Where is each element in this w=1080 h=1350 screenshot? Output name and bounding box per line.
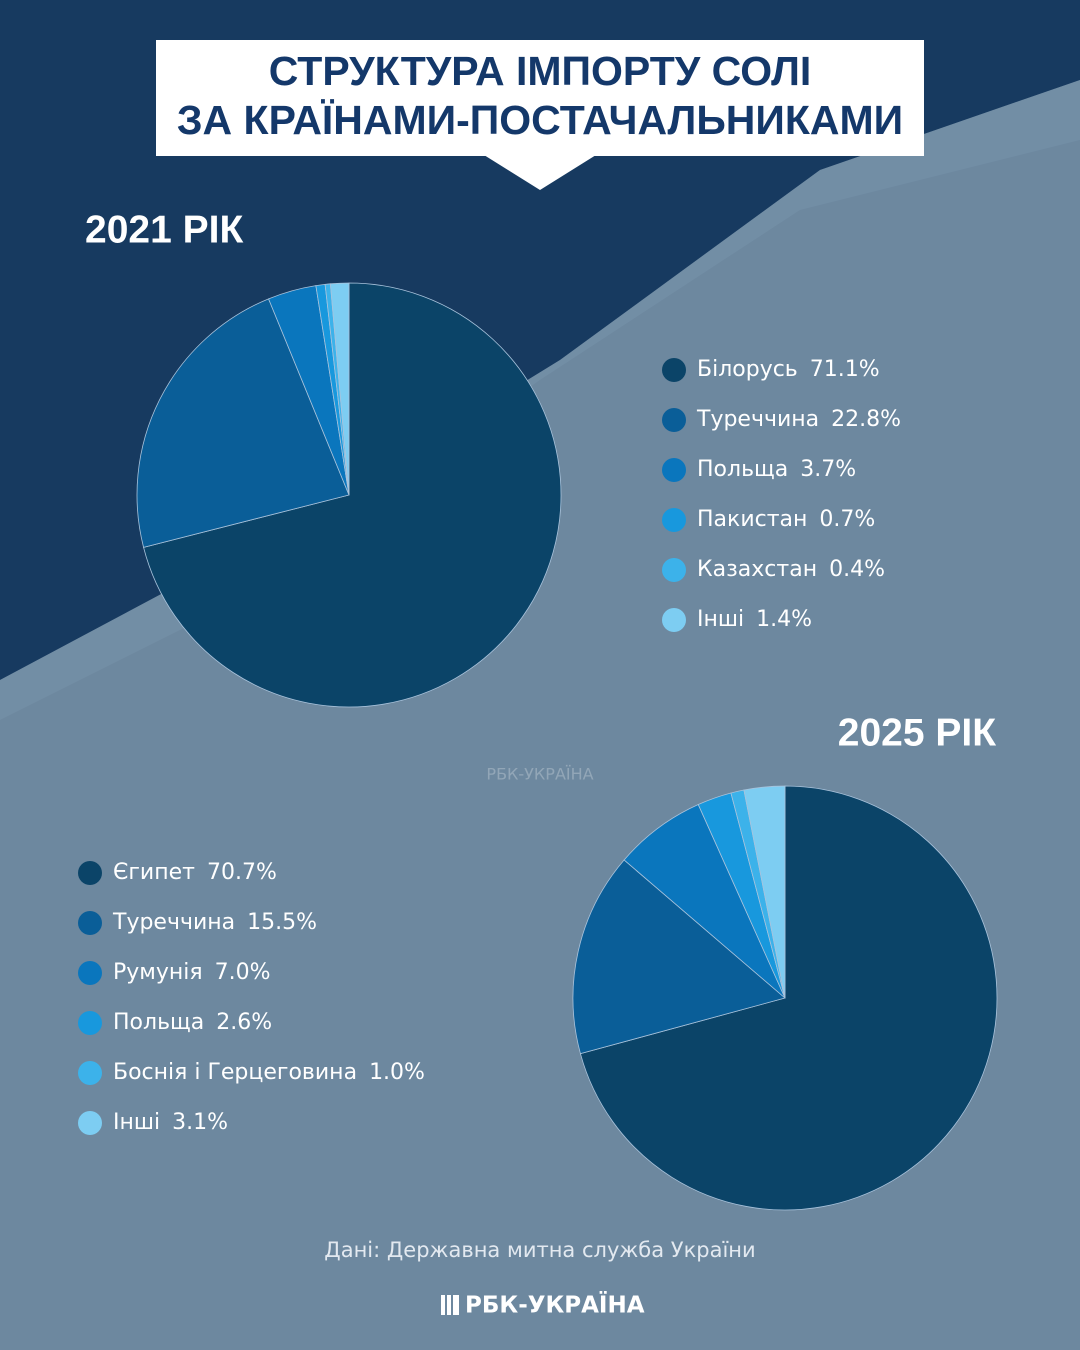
chart-title: 2025 РІК	[838, 711, 996, 754]
legend-label: Польща	[113, 1010, 204, 1035]
legend-label: Румунія	[113, 960, 203, 985]
legend-value: 3.1%	[172, 1110, 228, 1135]
legend-value: 22.8%	[831, 407, 901, 432]
title-box	[156, 40, 924, 156]
logo-icon	[441, 1295, 445, 1315]
title-pointer	[484, 155, 596, 190]
pie-slice	[579, 785, 998, 1211]
legend-label: Казахстан	[697, 557, 817, 582]
legend-label: Білорусь	[697, 357, 798, 382]
pie-slice	[136, 298, 350, 548]
pie-slice	[572, 859, 786, 1055]
logo-icon	[447, 1295, 451, 1315]
legend-swatch	[78, 911, 102, 935]
legend-value: 15.5%	[247, 910, 317, 935]
legend-swatch	[662, 358, 686, 382]
chart-title: 2021 РІК	[85, 208, 243, 251]
legend-label: Туреччина	[112, 910, 235, 935]
legend-value: 71.1%	[810, 357, 880, 382]
legend-value: 1.0%	[369, 1060, 425, 1085]
legend-swatch	[78, 1061, 102, 1085]
legend-value: 0.4%	[829, 557, 885, 582]
legend-label: Єгипет	[113, 860, 195, 885]
title-line: ЗА КРАЇНАМИ-ПОСТАЧАЛЬНИКАМИ	[177, 97, 903, 143]
legend-swatch	[662, 458, 686, 482]
legend-label: Пакистан	[697, 507, 807, 532]
legend-swatch	[662, 558, 686, 582]
legend-value: 7.0%	[215, 960, 271, 985]
brand: РБК-УКРАЇНА	[465, 1291, 645, 1319]
legend-label: Інші	[113, 1110, 160, 1135]
legend-value: 1.4%	[756, 607, 812, 632]
title-line: СТРУКТУРА ІМПОРТУ СОЛІ	[269, 48, 812, 94]
legend-label: Боснія і Герцеговина	[113, 1060, 357, 1085]
source: Дані: Державна митна служба України	[324, 1238, 755, 1262]
legend-swatch	[78, 961, 102, 985]
legend-swatch	[662, 408, 686, 432]
legend-label: Польща	[697, 457, 788, 482]
pie-slice	[743, 785, 786, 999]
pie-slice	[143, 282, 562, 708]
legend-value: 70.7%	[207, 860, 277, 885]
legend-swatch	[662, 508, 686, 532]
legend-swatch	[78, 1011, 102, 1035]
legend-label: Туреччина	[696, 407, 819, 432]
watermark: РБК-УКРАЇНА	[486, 765, 593, 784]
legend-swatch	[78, 861, 102, 885]
legend-value: 3.7%	[800, 457, 856, 482]
legend-swatch	[78, 1111, 102, 1135]
pie-slice	[329, 282, 350, 496]
legend-label: Інші	[697, 607, 744, 632]
legend-swatch	[662, 608, 686, 632]
logo-icon	[453, 1295, 459, 1315]
legend-value: 2.6%	[216, 1010, 272, 1035]
legend-value: 0.7%	[819, 507, 875, 532]
